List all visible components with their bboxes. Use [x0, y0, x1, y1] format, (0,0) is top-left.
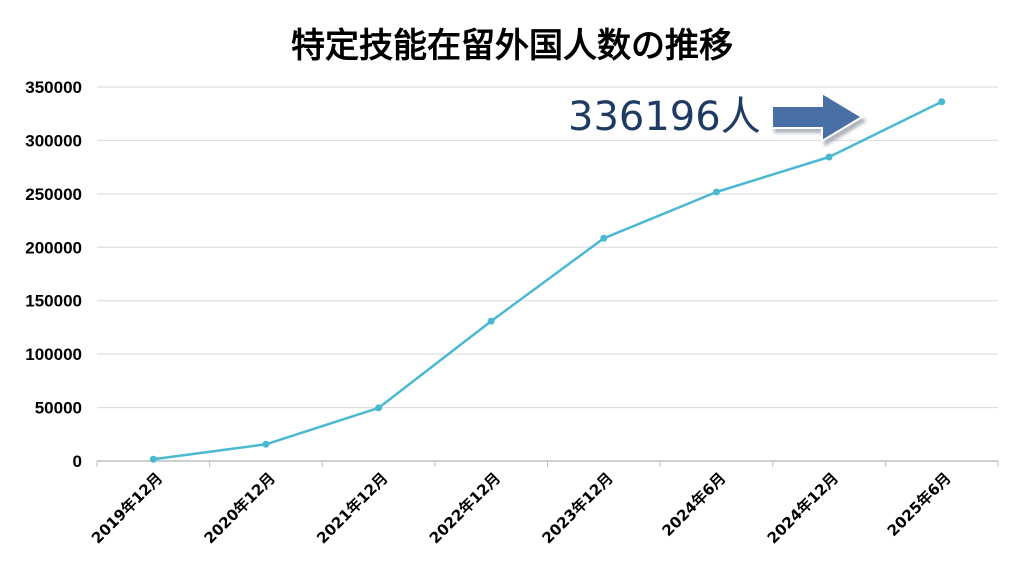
x-tick-label: 2024年12月 [764, 469, 842, 547]
x-tick-label: 2020年12月 [201, 469, 279, 547]
y-axis: 0 50000 100000 150000 200000 250000 300000 3500… [25, 78, 82, 471]
y-tick-label: 300000 [25, 131, 82, 150]
series-line [153, 100, 943, 461]
data-point [262, 440, 270, 448]
right-arrow-icon [771, 91, 864, 143]
data-point [375, 404, 383, 412]
x-tick-label: 2022年12月 [426, 469, 504, 547]
annotation: 336196人 [568, 91, 864, 143]
y-tick-label: 0 [73, 452, 82, 471]
data-point [825, 153, 833, 161]
y-tick-label: 50000 [35, 399, 82, 418]
y-tick-label: 200000 [25, 238, 82, 257]
x-tick-labels: 2019年12月 2020年12月 2021年12月 2022年12月 2023年12月… [88, 469, 955, 547]
y-tick-label: 150000 [25, 292, 82, 311]
y-tick-label: 100000 [25, 345, 82, 364]
x-tick-label: 2023年12月 [538, 469, 616, 547]
x-tick-label: 2019年12月 [88, 469, 166, 547]
annotation-value: 336196人 [568, 94, 761, 140]
data-point [149, 455, 157, 463]
x-tick-label: 2021年12月 [313, 469, 391, 547]
data-point [487, 317, 495, 325]
y-tick-label: 250000 [25, 185, 82, 204]
data-point [600, 234, 608, 242]
data-point [938, 98, 946, 106]
gridlines [97, 86, 998, 409]
chart-title: 特定技能在留外国人数の推移 [291, 26, 733, 66]
x-tick-label: 2025年6月 [884, 469, 955, 540]
x-axis [96, 460, 999, 467]
x-tick-label: 2024年6月 [658, 469, 729, 540]
series-group [149, 98, 946, 463]
data-point [712, 188, 720, 196]
y-tick-label: 350000 [25, 78, 82, 97]
